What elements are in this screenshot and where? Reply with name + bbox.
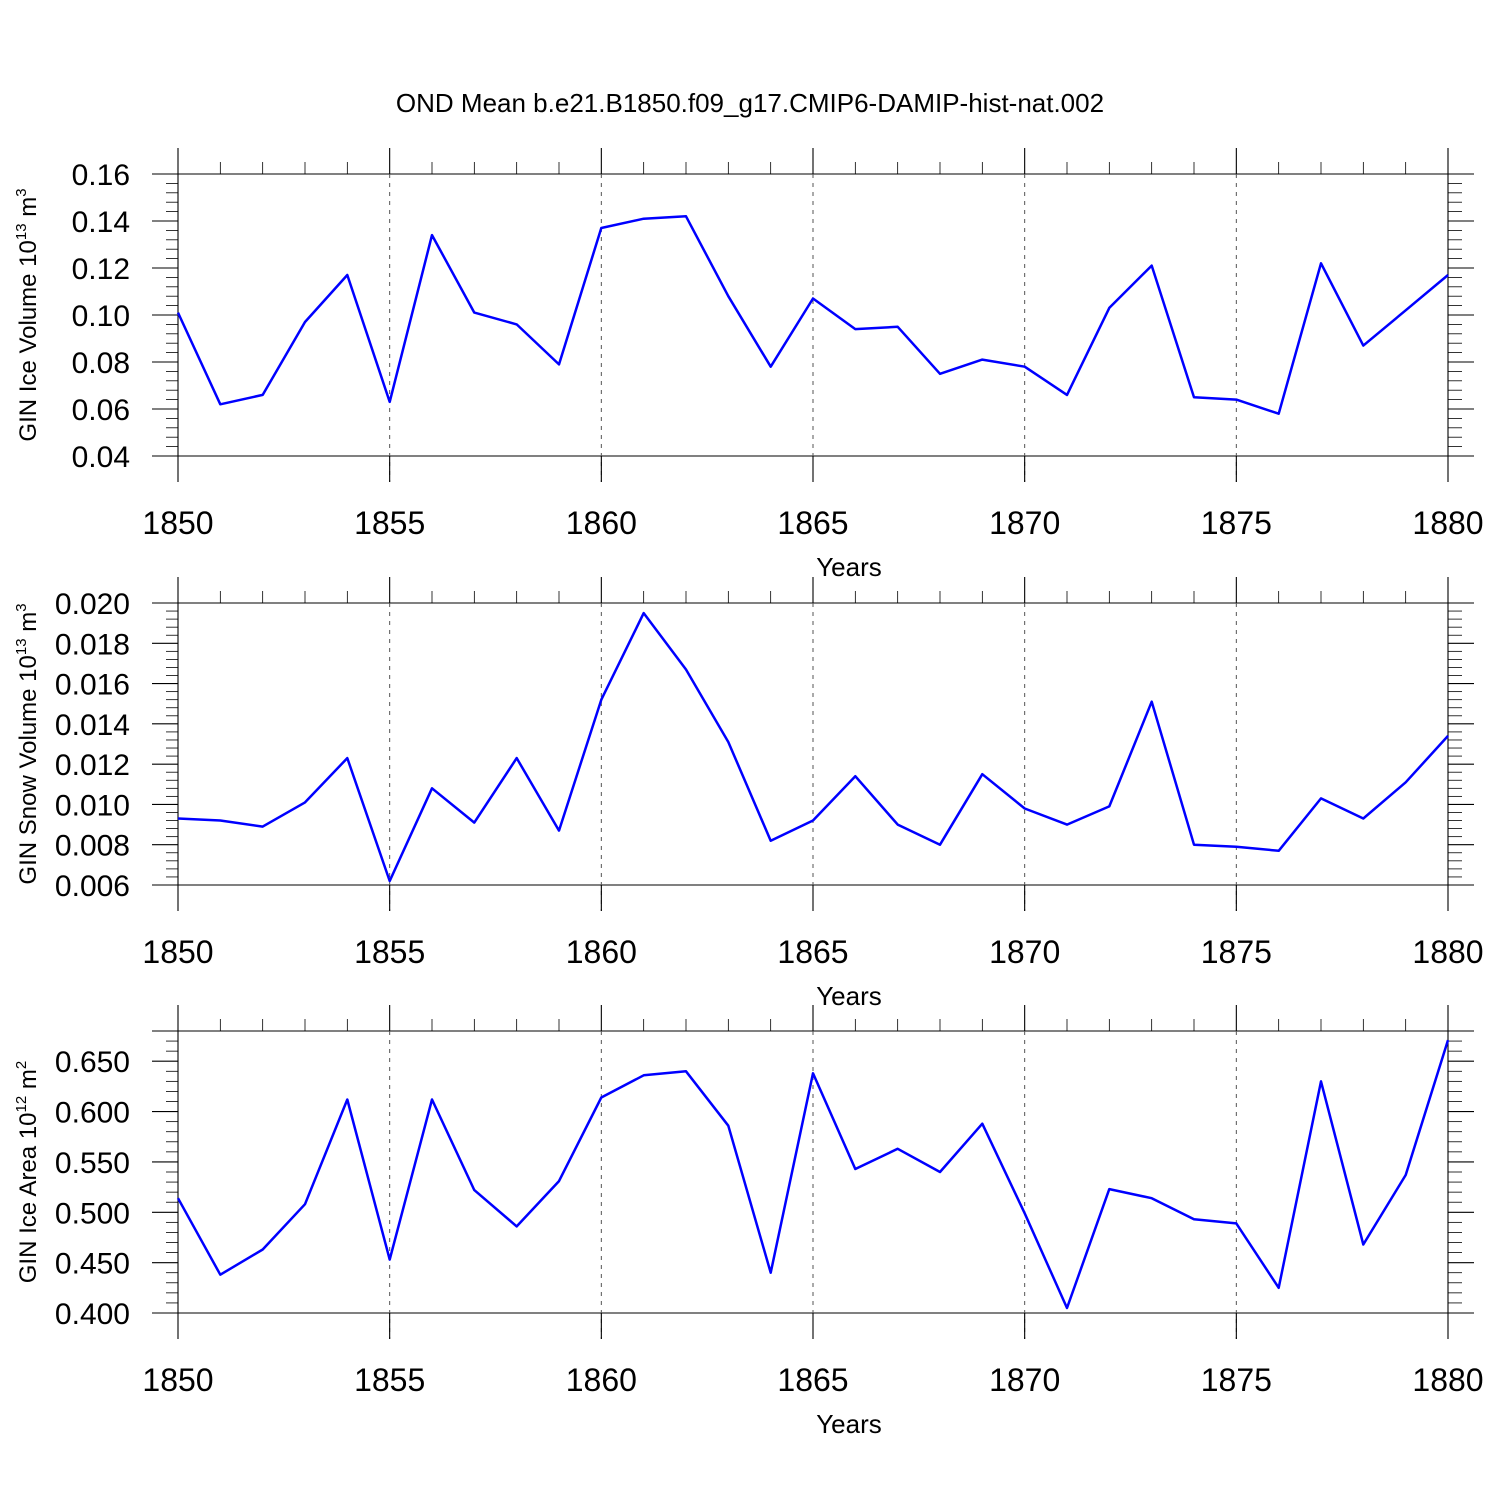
ice-area-panel: 1850 1855 1860 1865 1870 1875 1880 Years 0.400 0.… bbox=[13, 1005, 1484, 1439]
x-tick-label: 1855 bbox=[354, 1362, 425, 1398]
y-tick-label: 0.450 bbox=[55, 1248, 130, 1281]
x-tick-label: 1850 bbox=[142, 505, 213, 541]
x-tick-label: 1865 bbox=[777, 934, 848, 970]
y-tick-label: 0.008 bbox=[55, 830, 130, 863]
x-tick-label: 1870 bbox=[989, 505, 1060, 541]
y-tick-label: 0.012 bbox=[55, 749, 130, 782]
x-axis-label: Years bbox=[816, 1409, 882, 1439]
y-axis-label: GIN Snow Volume 1013 m3 bbox=[13, 603, 42, 884]
x-tick-label: 1870 bbox=[989, 1362, 1060, 1398]
x-tick-label: 1860 bbox=[566, 505, 637, 541]
x-tick-label: 1865 bbox=[777, 505, 848, 541]
snow-volume-panel: 1850 1855 1860 1865 1870 1875 1880 Years 0.006 0.… bbox=[13, 577, 1484, 1011]
x-tick-label: 1880 bbox=[1412, 505, 1483, 541]
y-tick-label: 0.10 bbox=[72, 300, 130, 333]
x-tick-label: 1860 bbox=[566, 934, 637, 970]
y-tick-label: 0.12 bbox=[72, 253, 130, 286]
x-axis-label: Years bbox=[816, 981, 882, 1011]
x-tick-label: 1850 bbox=[142, 934, 213, 970]
y-axis-label: GIN Ice Area 1012 m2 bbox=[13, 1061, 42, 1283]
ice-volume-panel: 1850 1855 1860 1865 1870 1875 1880 Years 0.04 0.0… bbox=[13, 148, 1484, 582]
x-tick-label: 1855 bbox=[354, 505, 425, 541]
x-tick-label: 1875 bbox=[1201, 1362, 1272, 1398]
x-tick-label: 1880 bbox=[1412, 1362, 1483, 1398]
x-tick-label: 1865 bbox=[777, 1362, 848, 1398]
y-tick-label: 0.018 bbox=[55, 628, 130, 661]
y-tick-label: 0.600 bbox=[55, 1097, 130, 1130]
data-series-line bbox=[177, 611, 1449, 883]
y-tick-label: 0.550 bbox=[55, 1147, 130, 1180]
x-tick-label: 1860 bbox=[566, 1362, 637, 1398]
y-tick-label: 0.06 bbox=[72, 394, 130, 427]
y-tick-label: 0.014 bbox=[55, 709, 130, 742]
y-tick-label: 0.14 bbox=[72, 206, 130, 239]
figure-title: OND Mean b.e21.B1850.f09_g17.CMIP6-DAMIP… bbox=[396, 88, 1104, 118]
x-axis-label: Years bbox=[816, 552, 882, 582]
y-tick-label: 0.650 bbox=[55, 1046, 130, 1079]
x-tick-label: 1875 bbox=[1201, 934, 1272, 970]
y-axis-label: GIN Ice Volume 1013 m3 bbox=[13, 188, 42, 441]
y-tick-label: 0.006 bbox=[55, 870, 130, 903]
y-tick-label: 0.010 bbox=[55, 789, 130, 822]
y-tick-label: 0.016 bbox=[55, 669, 130, 702]
x-tick-label: 1850 bbox=[142, 1362, 213, 1398]
x-tick-label: 1855 bbox=[354, 934, 425, 970]
y-tick-label: 0.16 bbox=[72, 159, 130, 192]
x-tick-label: 1875 bbox=[1201, 505, 1272, 541]
y-tick-label: 0.08 bbox=[72, 347, 130, 380]
y-tick-label: 0.400 bbox=[55, 1298, 130, 1331]
y-tick-label: 0.04 bbox=[72, 441, 130, 474]
x-tick-label: 1880 bbox=[1412, 934, 1483, 970]
y-tick-label: 0.020 bbox=[55, 588, 130, 621]
y-tick-label: 0.500 bbox=[55, 1197, 130, 1230]
data-series-line bbox=[176, 215, 1449, 415]
x-tick-label: 1870 bbox=[989, 934, 1060, 970]
